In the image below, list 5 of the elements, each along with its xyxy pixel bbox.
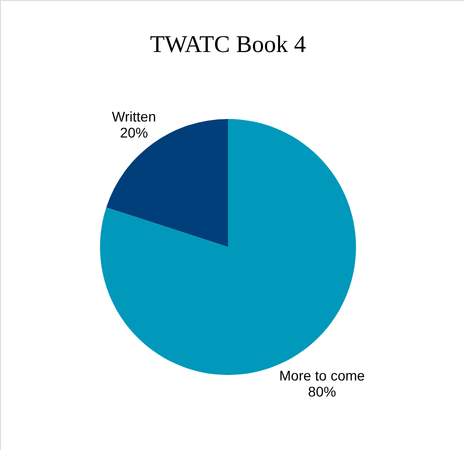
data-label: 20% (120, 124, 148, 141)
slice-label: Written (112, 108, 156, 125)
data-label: 80% (308, 383, 336, 400)
slice-label: More to come (279, 367, 366, 384)
chart-title: TWATC Book 4 (150, 32, 306, 58)
